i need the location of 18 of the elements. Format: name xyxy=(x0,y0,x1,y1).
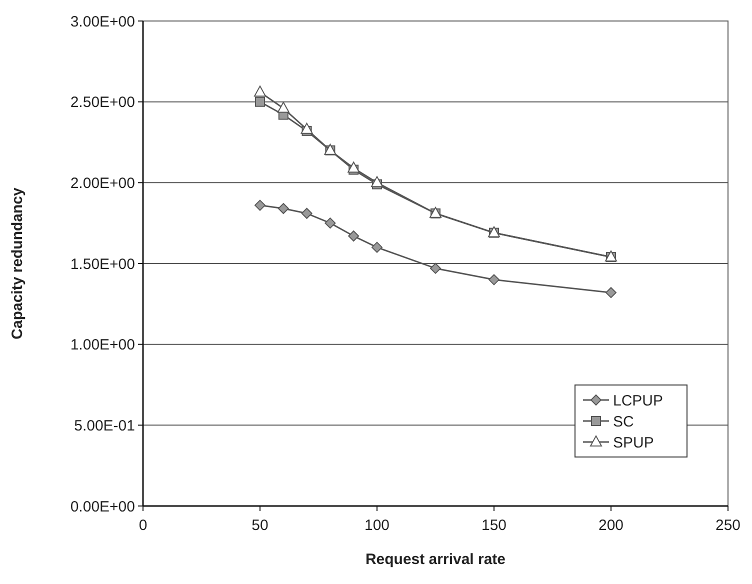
legend-label: SPUP xyxy=(613,434,654,452)
y-tick-label: 0.00E+00 xyxy=(70,498,135,516)
y-tick-label: 2.00E+00 xyxy=(70,174,135,192)
y-tick-label: 1.00E+00 xyxy=(70,336,135,354)
y-tick-label: 3.00E+00 xyxy=(70,13,135,30)
y-tick-label: 5.00E-01 xyxy=(74,417,135,434)
x-tick-label: 0 xyxy=(138,517,148,534)
x-tick-label: 250 xyxy=(715,517,741,534)
x-tick-label: 50 xyxy=(252,517,268,534)
x-axis-title: Request arrival rate xyxy=(365,551,506,568)
y-tick-label: 1.50E+00 xyxy=(70,256,135,273)
y-axis-title: Capacity redundancy xyxy=(9,186,26,340)
x-tick-label: 200 xyxy=(598,517,624,534)
y-tick-label: 2.50E+00 xyxy=(70,94,135,112)
x-tick-label: 100 xyxy=(364,517,390,534)
legend-label: LCPUP xyxy=(613,392,664,410)
legend-label: SC xyxy=(613,413,634,430)
x-tick-label: 150 xyxy=(481,517,507,534)
